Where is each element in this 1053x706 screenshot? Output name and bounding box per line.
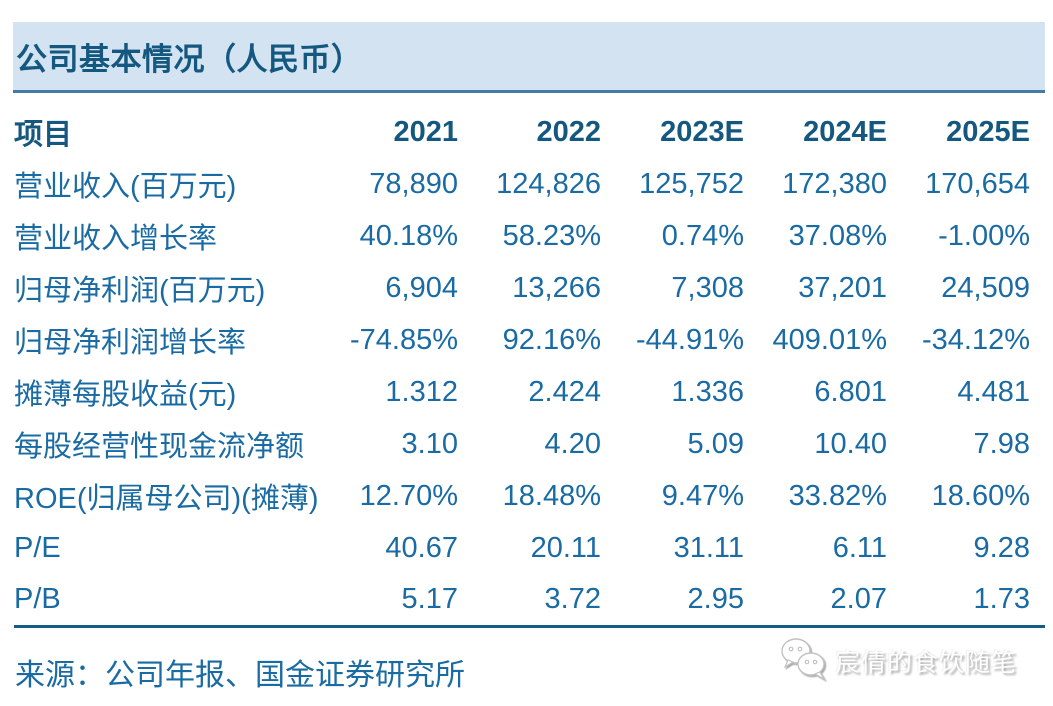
column-header-year: 2022 — [536, 115, 601, 148]
column-header-item: 项目 — [14, 119, 73, 151]
table-cell: 409.01% — [772, 323, 888, 356]
financial-table-body: 营业收入(百万元) 78,890 124,826 125,752 172,380 170,… — [14, 158, 1045, 626]
watermark-text: 宸倩的食饮随笔 — [835, 649, 1018, 677]
column-header-year: 2024E — [803, 115, 887, 148]
table-cell: 3.72 — [544, 582, 601, 615]
table-cell: 172,380 — [782, 167, 887, 200]
table-cell: 18.48% — [502, 479, 601, 512]
table-cell: 4.20 — [544, 427, 601, 460]
table-cell: 6,904 — [385, 271, 458, 304]
table-cell: -74.85% — [349, 323, 458, 356]
row-label: 每股经营性现金流净额 — [14, 431, 305, 463]
table-cell: 37.08% — [788, 219, 887, 252]
row-label: 营业收入(百万元) — [14, 171, 237, 203]
table-cell: 5.09 — [687, 427, 744, 460]
table-cell: 40.18% — [359, 219, 458, 252]
table-cell: -34.12% — [921, 323, 1030, 356]
table-cell: 1.312 — [385, 375, 458, 408]
table-cell: 1.336 — [671, 375, 744, 408]
table-cell: 170,654 — [925, 167, 1030, 200]
table-cell: 58.23% — [502, 219, 601, 252]
table-cell: 124,826 — [496, 167, 601, 200]
row-label: P/E — [14, 531, 61, 564]
table-cell: 13,266 — [512, 271, 601, 304]
table-row: 摊薄每股收益(元) 1.312 2.424 1.336 6.801 4.481 — [14, 366, 1045, 418]
table-cell: 6.11 — [832, 531, 887, 564]
table-cell: 0.74% — [661, 219, 744, 252]
table-cell: 2.424 — [528, 375, 601, 408]
wechat-icon — [779, 636, 829, 686]
table-cell: -1.00% — [938, 219, 1030, 252]
row-label: P/B — [14, 582, 61, 615]
column-header-year: 2021 — [393, 115, 458, 148]
row-label: 归母净利润(百万元) — [14, 275, 266, 307]
table-cell: 9.28 — [973, 531, 1030, 564]
row-label: 营业收入增长率 — [14, 223, 218, 255]
table-row: 营业收入(百万元) 78,890 124,826 125,752 172,380 170,… — [14, 158, 1045, 210]
table-cell: 20.11 — [530, 531, 601, 564]
table-cell: 3.10 — [401, 427, 458, 460]
table-cell: 5.17 — [401, 582, 458, 615]
column-header-year: 2023E — [660, 115, 744, 148]
table-cell: 31.11 — [673, 531, 744, 564]
table-cell: 2.95 — [687, 582, 744, 615]
column-header-year: 2025E — [946, 115, 1030, 148]
table-cell: 33.82% — [788, 479, 887, 512]
table-row: P/E 40.67 20.11 31.11 6.11 9.28 — [14, 522, 1045, 574]
table-row: ROE(归属母公司)(摊薄) 12.70% 18.48% 9.47% 33.82% 18.… — [14, 470, 1045, 522]
table-cell: 7.98 — [973, 427, 1030, 460]
table-row: P/B 5.17 3.72 2.95 2.07 1.73 — [14, 574, 1045, 626]
row-label: ROE(归属母公司)(摊薄) — [14, 483, 319, 515]
table-cell: 37,201 — [798, 271, 887, 304]
table-cell: 18.60% — [931, 479, 1030, 512]
table-row: 营业收入增长率 40.18% 58.23% 0.74% 37.08% -1.00% — [14, 210, 1045, 262]
source-note: 来源：公司年报、国金证券研究所 — [15, 659, 465, 692]
financial-table: 项目 2021 2022 2023E 2024E 2025E 营业收入(百万元) 78,89… — [14, 106, 1045, 628]
table-title: 公司基本情况（人民币） — [16, 41, 363, 77]
table-cell: 9.47% — [661, 479, 744, 512]
table-cell: 78,890 — [369, 167, 458, 200]
table-cell: 40.67 — [385, 531, 458, 564]
row-label: 归母净利润增长率 — [14, 327, 247, 359]
table-cell: 92.16% — [502, 323, 601, 356]
table-cell: 24,509 — [941, 271, 1030, 304]
table-title-band: 公司基本情况（人民币） — [13, 22, 1045, 93]
table-cell: 10.40 — [814, 427, 887, 460]
table-row: 归母净利润(百万元) 6,904 13,266 7,308 37,201 24,509 — [14, 262, 1045, 314]
watermark: 宸倩的食饮随笔 — [779, 636, 1017, 686]
table-cell: 4.481 — [957, 375, 1030, 408]
table-row: 归母净利润增长率 -74.85% 92.16% -44.91% 409.01% -34.1… — [14, 314, 1045, 366]
table-cell: 7,308 — [671, 271, 744, 304]
table-header-row: 项目 2021 2022 2023E 2024E 2025E — [14, 106, 1045, 158]
table-cell: 125,752 — [639, 167, 744, 200]
table-cell: 6.801 — [814, 375, 887, 408]
table-row: 每股经营性现金流净额 3.10 4.20 5.09 10.40 7.98 — [14, 418, 1045, 470]
table-cell: 1.73 — [973, 582, 1030, 615]
table-cell: -44.91% — [635, 323, 744, 356]
table-cell: 12.70% — [359, 479, 458, 512]
row-label: 摊薄每股收益(元) — [14, 379, 237, 411]
table-cell: 2.07 — [830, 582, 887, 615]
